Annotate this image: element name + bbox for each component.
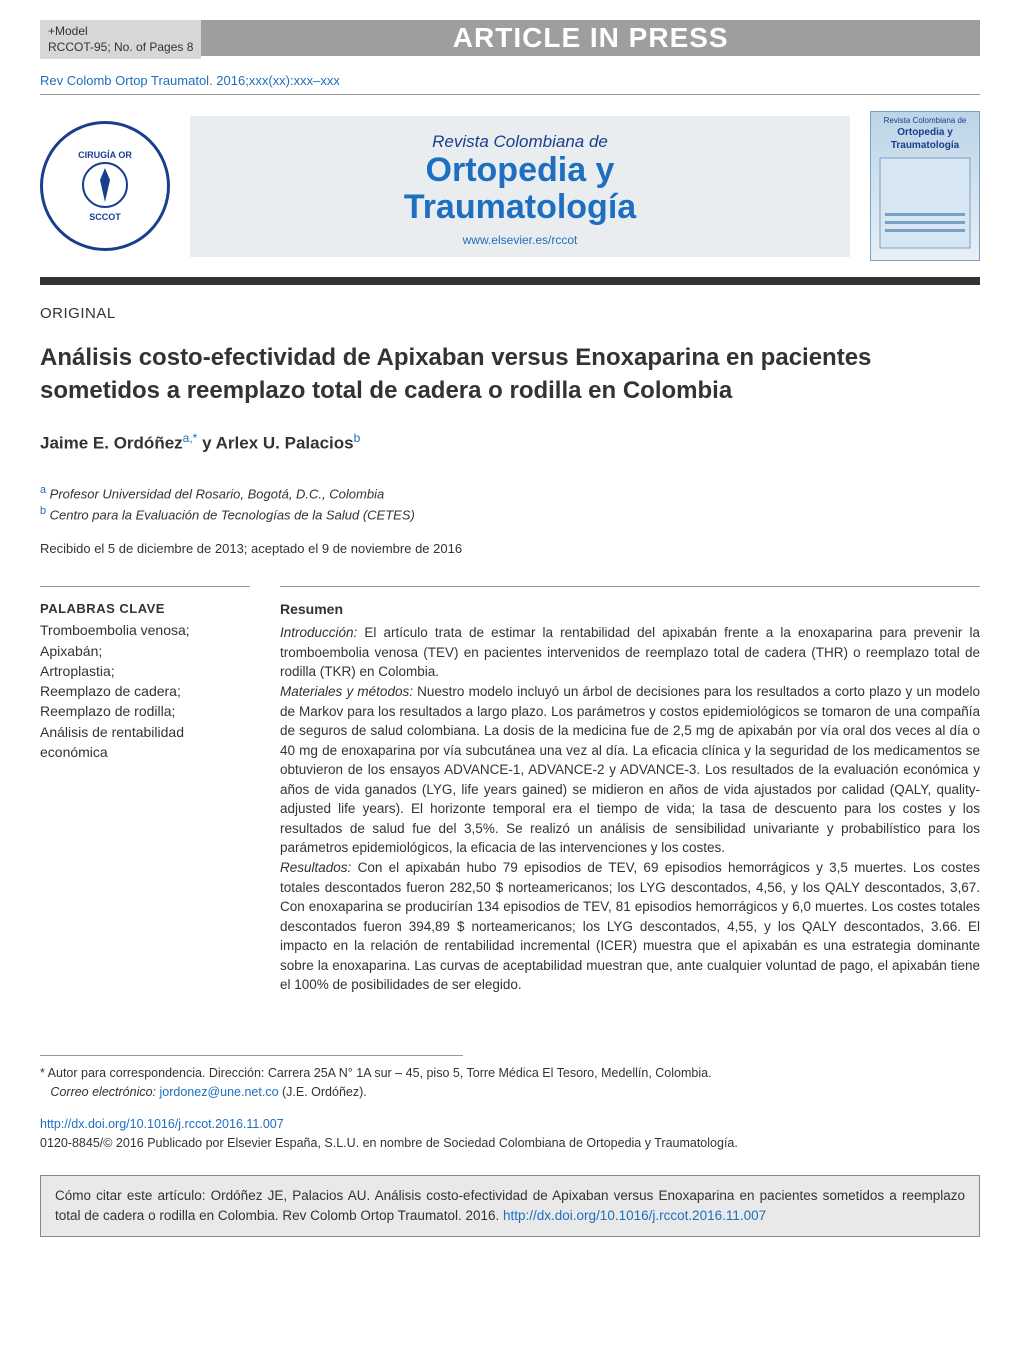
affiliation-a: Profesor Universidad del Rosario, Bogotá… [46,486,384,501]
abstract-results-label: Resultados: [280,860,351,875]
top-bar: +Model RCCOT-95; No. of Pages 8 ARTICLE … [40,20,980,59]
header-rule [40,277,980,285]
cover-art-icon [875,153,975,253]
article-in-press-banner: ARTICLE IN PRESS [201,20,980,56]
logo-glyph-icon [80,160,130,210]
author-2-affil-marker: b [354,431,361,445]
abstract-body: Introducción: El artículo trata de estim… [280,623,980,995]
journal-cover-thumbnail: Revista Colombiana de Ortopedia y Trauma… [870,111,980,261]
author-2: Arlex U. Palacios [216,434,354,453]
copyright-line: 0120-8845/© 2016 Publicado por Elsevier … [40,1136,738,1150]
affiliation-b: Centro para la Evaluación de Tecnologías… [46,508,415,523]
running-citation: Rev Colomb Ortop Traumatol. 2016;xxx(xx)… [40,65,980,95]
model-line-1: +Model [48,24,193,40]
keywords-column: PALABRAS CLAVE Tromboembolia venosa; Api… [40,586,250,995]
article-title: Análisis costo-efectividad de Apixaban v… [40,342,980,407]
abstract-heading: Resumen [280,601,980,617]
abstract-column: Resumen Introducción: El artículo trata … [280,586,980,995]
footnote-email-suffix: (J.E. Ordóñez). [279,1085,367,1099]
footnote-text: Autor para correspondencia. Dirección: C… [45,1066,712,1080]
keywords-abstract-row: PALABRAS CLAVE Tromboembolia venosa; Api… [40,586,980,995]
author-line: Jaime E. Ordóñeza,* y Arlex U. Palaciosb [40,431,980,454]
how-to-cite-box: Cómo citar este artículo: Ordóñez JE, Pa… [40,1175,980,1238]
abstract-methods-label: Materiales y métodos: [280,684,413,699]
logo-text: CIRUGÍA OR SCCOT [78,150,132,222]
affiliations: a Profesor Universidad del Rosario, Bogo… [40,482,980,526]
journal-title-block: Revista Colombiana de Ortopedia y Trauma… [190,116,850,257]
article-type-label: ORIGINAL [40,305,980,322]
keywords-heading: PALABRAS CLAVE [40,601,250,616]
footnote-email-label: Correo electrónico: [50,1085,159,1099]
corresponding-author-footnote: * Autor para correspondencia. Dirección:… [40,1064,980,1102]
journal-url-link[interactable]: www.elsevier.es/rccot [463,233,578,247]
article-dates: Recibido el 5 de diciembre de 2013; acep… [40,541,980,556]
keywords-list: Tromboembolia venosa; Apixabán; Artropla… [40,620,250,762]
abstract-results-text: Con el apixabán hubo 79 episodios de TEV… [280,860,980,992]
cite-doi-link[interactable]: http://dx.doi.org/10.1016/j.rccot.2016.1… [503,1208,766,1223]
footnote-rule [40,1055,463,1056]
abstract-intro-label: Introducción: [280,625,357,640]
abstract-methods-text: Nuestro modelo incluyó un árbol de decis… [280,684,980,856]
doi-block: http://dx.doi.org/10.1016/j.rccot.2016.1… [40,1115,980,1153]
journal-name-1: Ortopedia y [198,152,842,189]
author-1-affil-marker: a,* [183,431,198,445]
model-info: +Model RCCOT-95; No. of Pages 8 [40,20,201,59]
author-1: Jaime E. Ordóñez [40,434,183,453]
society-logo: CIRUGÍA OR SCCOT [40,121,170,251]
journal-overline: Revista Colombiana de [198,132,842,152]
journal-name-2: Traumatología [198,189,842,226]
journal-header: CIRUGÍA OR SCCOT Revista Colombiana de O… [40,95,980,271]
doi-link[interactable]: http://dx.doi.org/10.1016/j.rccot.2016.1… [40,1117,284,1131]
model-line-2: RCCOT-95; No. of Pages 8 [48,40,193,56]
footnote-email-link[interactable]: jordonez@une.net.co [160,1085,279,1099]
abstract-intro-text: El artículo trata de estimar la rentabil… [280,625,980,679]
